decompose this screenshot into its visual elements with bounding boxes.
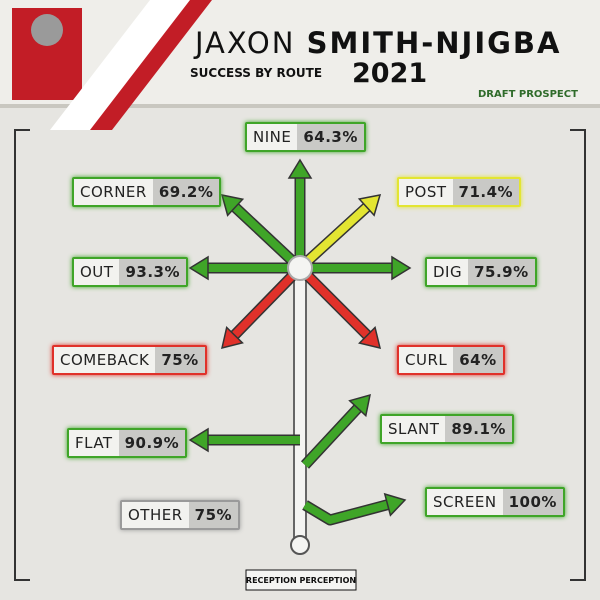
- route-label: SCREEN 100%: [425, 487, 565, 517]
- bracket-left: [14, 129, 30, 581]
- route-value: 89.1%: [445, 416, 512, 442]
- year: 2021: [352, 58, 428, 89]
- route-label: SLANT 89.1%: [380, 414, 514, 444]
- last-name: SMITH-NJIGBA: [306, 26, 562, 60]
- route-arrow: [297, 204, 370, 271]
- header-rule: [0, 104, 600, 108]
- bracket-right: [570, 129, 586, 581]
- arrow-head: [220, 325, 244, 350]
- stripe-red: [90, 0, 212, 130]
- center-node: [287, 255, 313, 281]
- route-name: POST: [405, 183, 447, 201]
- route-value: 71.4%: [452, 179, 520, 205]
- arrow-head: [220, 194, 245, 217]
- footer-logo: [245, 569, 357, 591]
- route-value: 100%: [502, 489, 563, 515]
- helmet: [31, 14, 63, 46]
- route-value: 93.3%: [119, 259, 186, 285]
- route-label: DIG 75.9%: [425, 257, 537, 287]
- route-name: COMEBACK: [60, 351, 150, 369]
- route-label: OTHER 75%: [120, 500, 241, 530]
- route-arrow: [232, 204, 303, 271]
- route-label: POST 71.4%: [397, 177, 522, 207]
- route-arrow: [302, 500, 389, 524]
- route-name: SLANT: [388, 420, 440, 438]
- arrow-head: [391, 255, 412, 281]
- arrow-head: [287, 158, 313, 179]
- route-label: CURL 64%: [397, 345, 505, 375]
- route-value: 64%: [453, 347, 503, 373]
- route-name: OTHER: [128, 506, 183, 524]
- route-name: CURL: [405, 351, 448, 369]
- stem: [293, 269, 307, 546]
- subtitle: SUCCESS BY ROUTE: [190, 66, 323, 80]
- route-name: NINE: [253, 128, 292, 146]
- route-arrow: [302, 405, 361, 468]
- route-value: 64.3%: [297, 124, 364, 150]
- arrow-head: [188, 255, 209, 281]
- route-value: 75.9%: [468, 259, 535, 285]
- route-label: NINE 64.3%: [245, 122, 366, 152]
- route-name: DIG: [433, 263, 463, 281]
- route-value: 75%: [188, 502, 239, 528]
- arrow-head: [188, 427, 209, 453]
- route-arrow: [231, 265, 303, 338]
- arrow-head: [383, 492, 407, 517]
- route-name: FLAT: [75, 434, 113, 452]
- route-label: COMEBACK 75%: [52, 345, 207, 375]
- route-value: 69.2%: [152, 179, 220, 205]
- route-value: 75%: [155, 347, 205, 373]
- footer-text: RECEPTION PERCEPTION: [246, 576, 356, 585]
- route-arrow: [297, 265, 371, 339]
- start-node: [290, 535, 310, 555]
- route-label: OUT 93.3%: [72, 257, 188, 287]
- route-label: CORNER 69.2%: [72, 177, 222, 207]
- route-value: 90.9%: [118, 430, 186, 456]
- arrow-head: [357, 194, 382, 217]
- route-name: SCREEN: [433, 493, 497, 511]
- arrow-head: [358, 326, 382, 350]
- route-label: FLAT 90.9%: [67, 428, 188, 458]
- title: JAXON SMITH-NJIGBA: [195, 26, 561, 60]
- arrow-head: [348, 393, 371, 418]
- tag: DRAFT PROSPECT: [478, 89, 578, 100]
- route-name: OUT: [80, 263, 114, 281]
- first-name: JAXON: [195, 26, 296, 60]
- route-name: CORNER: [80, 183, 147, 201]
